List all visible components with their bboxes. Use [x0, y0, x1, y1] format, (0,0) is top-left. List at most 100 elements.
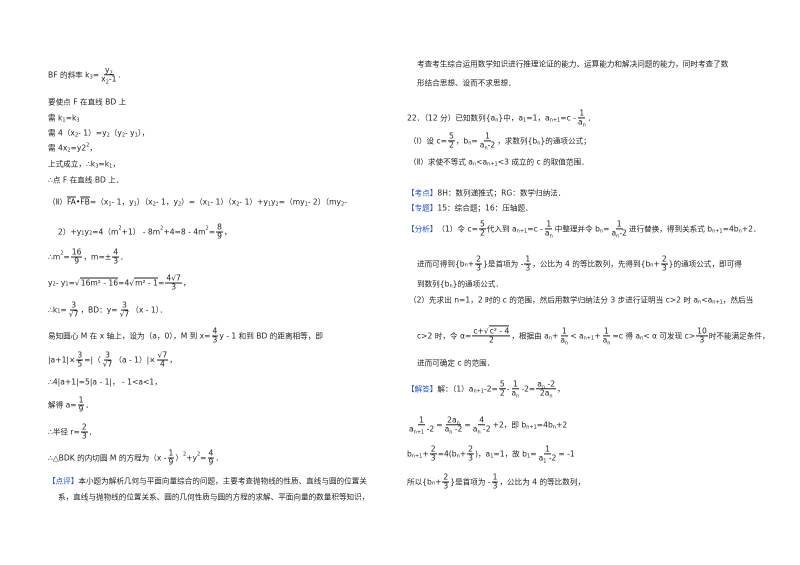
text-run: （x - 1）． [131, 305, 168, 315]
text-line: ∴m 2 = 16 9 ，m=± 4 3 ． [48, 248, 128, 266]
radical-sign: √ [74, 278, 80, 288]
text-run: -1 [108, 74, 117, 84]
superscript: 2 [182, 452, 187, 458]
text-run: 1 [492, 472, 498, 482]
denominator: an -2 [472, 424, 492, 435]
subscript: 2 [109, 70, 113, 77]
text-run: 8 [217, 222, 222, 232]
fraction: 1 an+1 -2 [408, 416, 435, 435]
text-run: 9 [217, 231, 222, 241]
text-run: 4 [212, 326, 218, 336]
text-run: -2 [480, 424, 491, 434]
text-run: = [68, 278, 75, 288]
superscript: 2 [196, 452, 201, 458]
subscript: 1 [207, 201, 211, 207]
text-run: 3 [492, 481, 498, 491]
text-run: c>2 时，令 α= [417, 331, 472, 341]
subscript: 2 [236, 201, 240, 207]
subscript: n+1 [712, 228, 723, 234]
subscript: n [484, 145, 488, 152]
subscript: 2 [67, 147, 71, 153]
fraction: 16 9 [70, 248, 83, 266]
text-run: ）（x [136, 197, 153, 207]
subscript: n+1 [516, 228, 528, 234]
fraction: 1 an [544, 220, 554, 240]
denominator: 3 [112, 257, 119, 266]
subscript: n [565, 340, 569, 347]
text-run: ∴m [48, 252, 61, 262]
text-run: 所以{b [407, 477, 432, 487]
text-run: }的通项公式． [452, 279, 504, 289]
text-run: 解：（1）a [437, 384, 474, 394]
text-run: 2 [661, 254, 667, 264]
subscript: 2 [121, 132, 126, 138]
text-run: 15：综合题；16：压轴题． [437, 203, 533, 213]
numerator: 3 [70, 301, 78, 311]
subscript: 1 [527, 453, 531, 459]
subscript: n [472, 161, 477, 167]
text-run: a [602, 335, 608, 345]
text-run: 3 [661, 263, 667, 273]
denominator: 9 [208, 457, 215, 467]
text-run: +2． [741, 224, 761, 234]
text-run: 4√7 [166, 273, 181, 283]
text-run: ， [112, 159, 120, 169]
text-run: -2 [546, 453, 557, 463]
text-line: 要使点 F 在直线 BD 上 [48, 97, 126, 108]
denominator: an -2 [444, 425, 464, 435]
text-run: √7 [119, 309, 130, 319]
subscript: n+1 [549, 117, 561, 123]
fraction: 1 an [577, 109, 587, 128]
denominator: 2 [448, 141, 455, 150]
text-run: - [344, 197, 347, 207]
text-run: 形结合思想、设而不求思想． [417, 78, 516, 88]
text-run: 易知圆心 M 在 x 轴上，设为（a，0），M 到 x= [48, 331, 211, 341]
fraction: 4√7 3 [165, 273, 182, 292]
text-run: 2 [430, 444, 436, 454]
text-run: y [84, 227, 89, 237]
fraction: 3 √7 [119, 301, 131, 319]
text-run: 3 [443, 481, 449, 491]
text-run: = [471, 136, 478, 146]
subscript: 1 [62, 117, 66, 123]
text-run: y [271, 197, 276, 207]
analysis-line: 到数列{b n}的通项公式． [417, 279, 503, 290]
denominator: an-2 [479, 141, 496, 152]
text-run: 9 [208, 457, 214, 467]
text-run: = [92, 70, 100, 80]
denominator: an [544, 229, 554, 240]
text-run: 上式成立，∴k [48, 159, 96, 169]
text-run: - 1）+y [239, 197, 268, 207]
numerator: 1 [603, 327, 610, 337]
text-run: 3 [171, 282, 177, 292]
text-run: - 1，y [111, 197, 134, 207]
text-run: - 2）（my [307, 197, 342, 207]
subscript: n [698, 299, 702, 305]
text-line: ∴4|a+1|=5|a - 1|， - 1<a<1， [48, 377, 162, 388]
text-run: - [506, 384, 510, 394]
text-run: -2= [483, 384, 498, 394]
text-run: ， [557, 384, 565, 394]
text-line: 需 4x 2 =y2 2， [48, 142, 98, 154]
fraction: 1 a1 -2 [538, 445, 558, 464]
subscript: n [549, 233, 553, 240]
subscript: n [599, 228, 604, 234]
subscript: n [738, 228, 742, 234]
text-run: )，a [474, 449, 491, 459]
text-line: ∴半径 r= 2 3 ． [48, 423, 96, 441]
text-run: ， [89, 143, 98, 153]
subscript: 2 [106, 132, 110, 138]
numerator: 4 [211, 326, 219, 337]
superscript: 2 [205, 226, 209, 232]
text-run: -2 [545, 379, 556, 389]
subscript: n+1 [411, 453, 423, 459]
fraction: 3 √7 [68, 301, 80, 319]
denominator: 5 [76, 360, 83, 369]
text-run: 2 [499, 388, 505, 398]
subscript: 2 [74, 132, 79, 138]
text-run: =1，a [526, 113, 550, 123]
text-run: +y [186, 453, 197, 463]
